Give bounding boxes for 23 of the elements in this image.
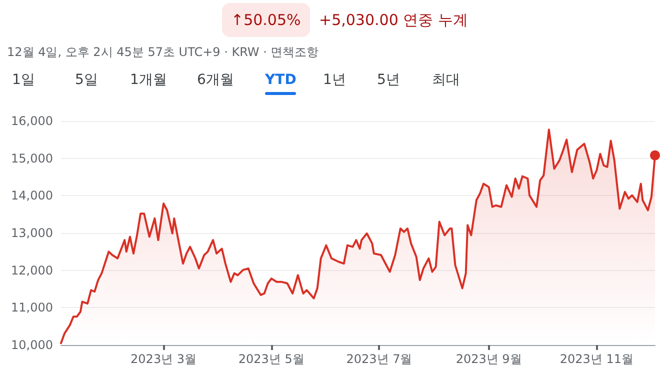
text: 6개월 (197, 71, 234, 90)
y-tick-label: 14,000 (11, 188, 53, 203)
text: 최대 (432, 71, 460, 90)
text: YTD (265, 71, 296, 90)
chart-title: +5,030.00 연중 누계 (319, 10, 468, 31)
x-tick-label: 2023년 7월 (346, 352, 412, 366)
y-tick-label: 12,000 (11, 263, 53, 278)
text: ↑50.05% (222, 3, 310, 37)
x-tick-label: 2023년 11월 (560, 352, 634, 366)
x-tick-label: 2023년 9월 (456, 352, 522, 366)
x-tick-label: 2023년 5월 (238, 352, 304, 366)
text: 1일 (12, 71, 35, 90)
text: 1년 (323, 71, 346, 90)
y-tick-label: 10,000 (11, 338, 53, 352)
y-tick-label: 11,000 (11, 300, 53, 315)
text: 1개월 (130, 71, 167, 90)
y-tick-label: 16,000 (11, 114, 53, 128)
chart-subtitle: 12월 4일, 오후 2시 45분 57초 UTC+9 · KRW · 면책조항 (7, 44, 319, 61)
x-tick-label: 2023년 3월 (130, 352, 197, 366)
text: 5년 (377, 71, 400, 90)
y-tick-label: 15,000 (11, 151, 53, 166)
y-tick-label: 13,000 (11, 226, 53, 240)
text: 5일 (75, 71, 98, 90)
